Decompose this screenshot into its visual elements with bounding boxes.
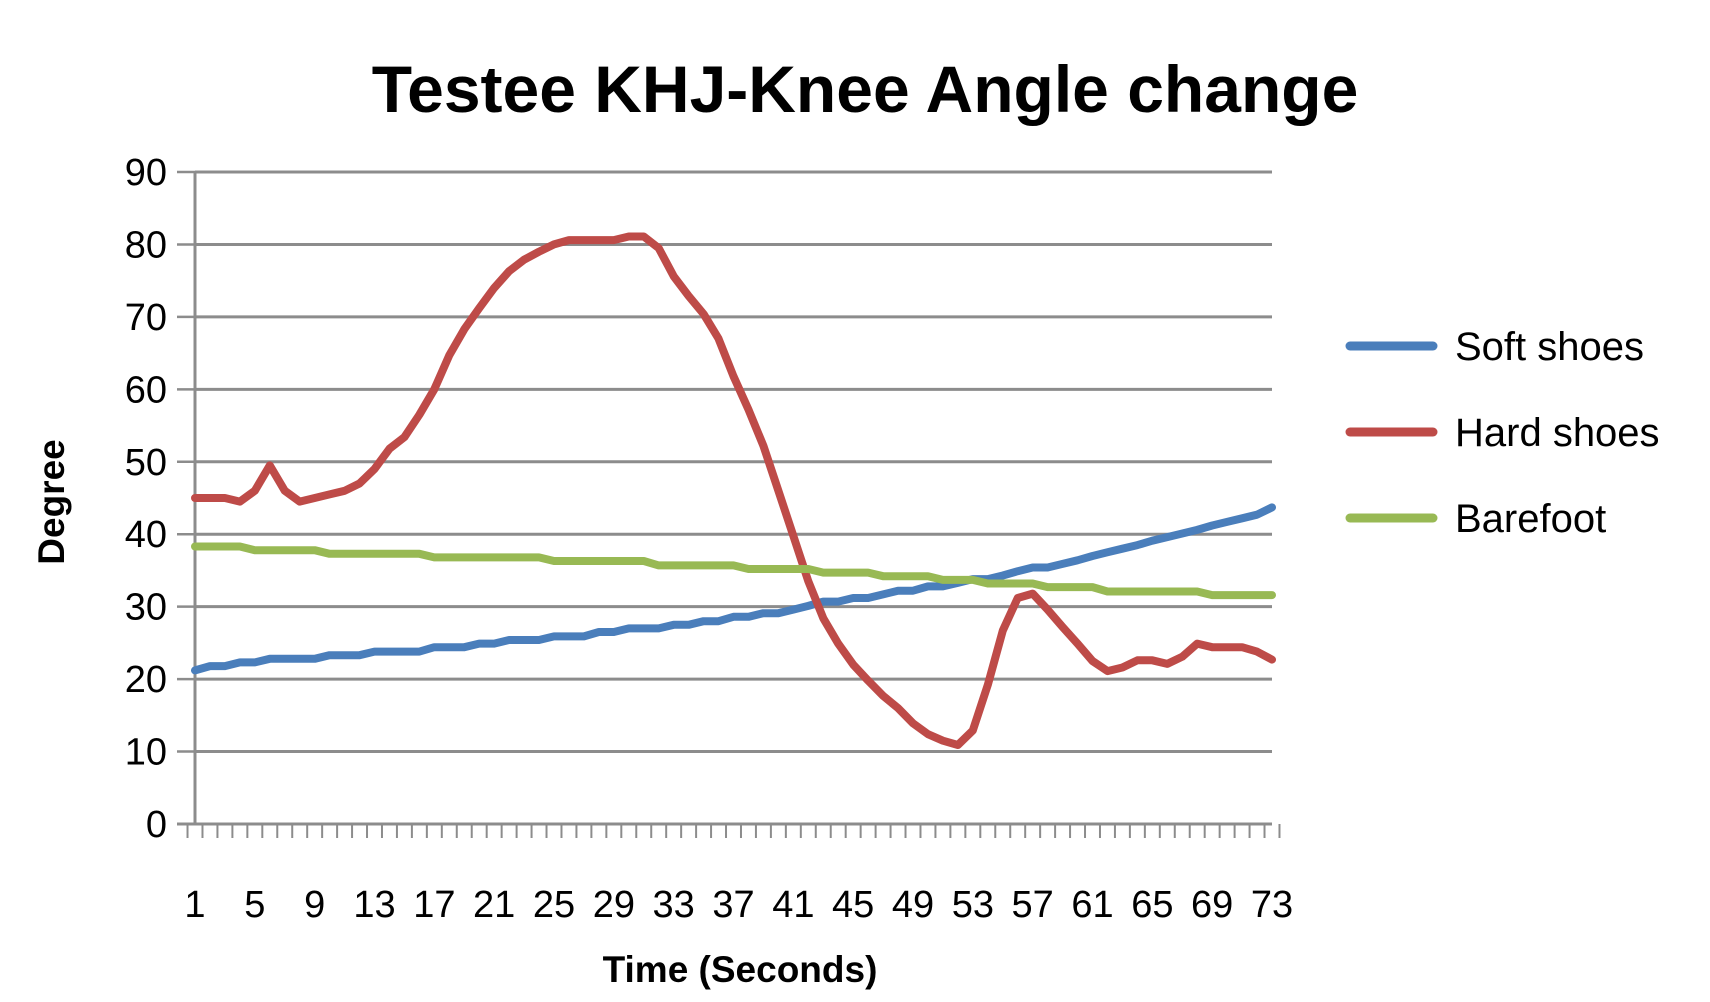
x-tick-label: 29 [593,884,635,926]
legend-label-soft-shoes: Soft shoes [1455,325,1644,369]
y-tick-label: 0 [146,804,167,846]
y-tick-label: 20 [125,659,167,701]
y-tick-label: 40 [125,514,167,556]
gridlines [195,170,1272,754]
x-tick-label: 49 [892,884,934,926]
x-tick-label: 53 [952,884,994,926]
y-tick-label: 70 [125,297,167,339]
series-line-barefoot [191,542,1276,600]
y-tick-label: 90 [125,152,167,194]
chart-title: Testee KHJ-Knee Angle change [372,52,1359,126]
axes [177,170,1281,838]
legend-label-hard-shoes: Hard shoes [1455,411,1660,455]
x-tick-label: 1 [184,884,205,926]
legend: Soft shoes Hard shoes Barefoot [1345,325,1660,541]
y-tick-label: 50 [125,442,167,484]
y-tick-label: 10 [125,732,167,774]
x-tick-label: 17 [413,884,455,926]
x-axis-tick-labels: 1 5 9 13 17 21 25 29 33 37 41 45 49 53 57 61 65 69 73 [184,884,1293,926]
series-line-hard-shoes [191,232,1276,749]
y-tick-label: 60 [125,369,167,411]
series-line-soft-shoes [191,503,1276,675]
legend-label-barefoot: Barefoot [1455,497,1606,541]
y-axis-tick-labels: 0 10 20 30 40 50 60 70 80 90 [125,152,167,846]
x-tick-label: 5 [244,884,265,926]
x-tick-label: 9 [304,884,325,926]
x-tick-label: 57 [1012,884,1054,926]
x-tick-label: 41 [772,884,814,926]
x-axis-title: Time (Seconds) [603,949,878,990]
x-tick-label: 73 [1251,884,1293,926]
x-tick-label: 21 [473,884,515,926]
y-tick-label: 30 [125,587,167,629]
x-tick-label: 37 [712,884,754,926]
x-tick-label: 33 [653,884,695,926]
x-tick-label: 69 [1191,884,1233,926]
x-tick-label: 25 [533,884,575,926]
plot-area [191,232,1276,749]
x-tick-label: 45 [832,884,874,926]
x-tick-label: 61 [1071,884,1113,926]
y-tick-label: 80 [125,224,167,266]
x-tick-label: 13 [353,884,395,926]
y-axis-title: Degree [31,439,72,564]
x-tick-label: 65 [1131,884,1173,926]
